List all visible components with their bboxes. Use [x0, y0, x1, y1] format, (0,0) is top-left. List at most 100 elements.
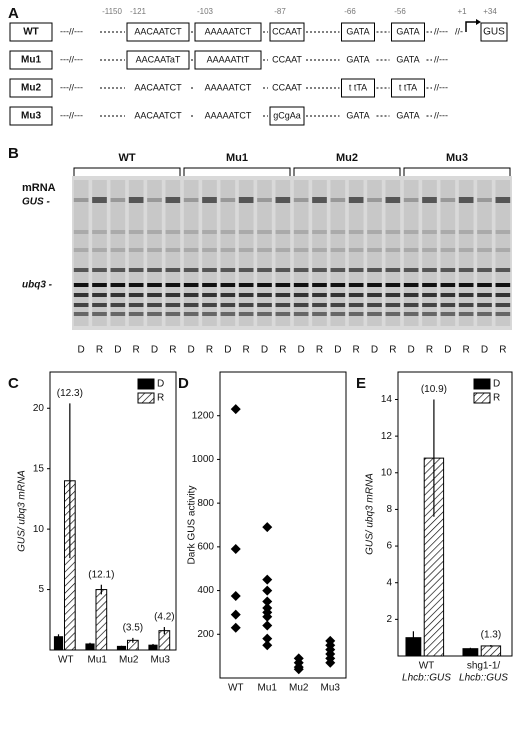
point [262, 522, 273, 533]
x-tick-label: Mu1 [88, 655, 108, 666]
y-tick-label: 800 [197, 498, 214, 509]
ubq3-band [110, 230, 126, 234]
gus-band [348, 197, 364, 203]
ubq3-band [110, 312, 126, 316]
legend-swatch [473, 378, 491, 390]
gus-band [293, 198, 309, 202]
ubq3-band [128, 268, 144, 272]
ubq3-band [458, 230, 474, 234]
ubq3-band [293, 312, 309, 316]
ubq3-band [348, 248, 364, 252]
ubq3-band [422, 312, 437, 316]
ubq3-band [147, 303, 162, 307]
ubq3-band [257, 248, 272, 252]
ubq3-band [367, 230, 382, 234]
fold-annotation: (12.1) [88, 569, 114, 580]
sequence-element: AACAATCT [134, 26, 182, 36]
y-tick-label: 200 [197, 629, 214, 640]
lane-label: R [426, 345, 433, 356]
ubq3-band [385, 230, 401, 234]
band-label: GUS - [22, 197, 50, 208]
lane-label: R [389, 345, 396, 356]
lane-label: R [169, 345, 176, 356]
ubq3-band [275, 268, 291, 272]
lane [165, 180, 181, 326]
ubq3-band [330, 293, 346, 297]
tss-arrow [465, 21, 476, 32]
point [230, 591, 241, 602]
lane-label: R [279, 345, 286, 356]
point [230, 609, 241, 620]
lane-label: D [78, 345, 85, 356]
panel-label: B [8, 145, 19, 162]
ubq3-band [238, 293, 254, 297]
ubq3-band [403, 293, 419, 297]
ubq3-band [422, 283, 437, 287]
position-label: -121 [130, 7, 147, 16]
ubq3-band [202, 248, 217, 252]
element-box [194, 22, 262, 42]
lane [367, 180, 382, 326]
ubq3-band [440, 283, 456, 287]
ubq3-band [73, 303, 89, 307]
lane [202, 180, 217, 326]
ubq3-band [385, 312, 401, 316]
ubq3-band [110, 293, 126, 297]
position-label: +1 [457, 7, 467, 16]
ubq3-band [367, 283, 382, 287]
gel [72, 176, 512, 330]
ubq3-band [440, 230, 456, 234]
lane-label: R [243, 345, 250, 356]
ubq3-band [458, 283, 474, 287]
ubq3-band [110, 248, 126, 252]
ubq3-band [110, 283, 126, 287]
sequence-element: CCAAT [272, 26, 302, 36]
ubq3-band [147, 293, 162, 297]
ubq3-band [440, 268, 456, 272]
lane [220, 180, 236, 326]
sequence-element: AAAAATCT [205, 26, 252, 36]
row-name-box [9, 106, 53, 126]
ubq3-band [403, 248, 419, 252]
ubq3-band [312, 268, 327, 272]
ubq3-band [147, 283, 162, 287]
y-tick-label: 6 [386, 541, 392, 552]
ubq3-band [220, 303, 236, 307]
lane-label: R [499, 345, 506, 356]
legend-label: R [157, 393, 164, 404]
ubq3-band [458, 303, 474, 307]
ubq3-band [330, 230, 346, 234]
lane-label: R [206, 345, 213, 356]
x-tick-label: WT [58, 655, 74, 666]
x-tick-label: Mu2 [289, 683, 309, 694]
ubq3-band [440, 303, 456, 307]
row-name: Mu3 [21, 111, 41, 122]
ubq3-band [220, 248, 236, 252]
ubq3-band [92, 283, 107, 287]
ubq3-band [73, 248, 89, 252]
legend-label: R [493, 393, 500, 404]
ubq3-band [293, 293, 309, 297]
gus-band [165, 197, 181, 203]
ubq3-band [403, 312, 419, 316]
lane-label: D [334, 345, 341, 356]
ubq3-band [293, 230, 309, 234]
x-tick-label: Lhcb::GUS [459, 673, 508, 684]
lane [73, 180, 89, 326]
ubq3-band [128, 283, 144, 287]
point [230, 404, 241, 415]
ubq3-band [92, 303, 107, 307]
ubq3-band [348, 283, 364, 287]
ubq3-band [202, 268, 217, 272]
y-tick-label: 8 [386, 504, 392, 515]
ubq3-band [385, 293, 401, 297]
ubq3-band [367, 293, 382, 297]
ubq3-band [312, 230, 327, 234]
ubq3-band [73, 312, 89, 316]
y-axis-label: Dark GUS activity [187, 486, 198, 565]
sequence-element: GATA [396, 26, 419, 36]
ubq3-band [165, 230, 181, 234]
lane [458, 180, 474, 326]
sequence-element: GATA [396, 54, 419, 64]
ubq3-band [165, 268, 181, 272]
